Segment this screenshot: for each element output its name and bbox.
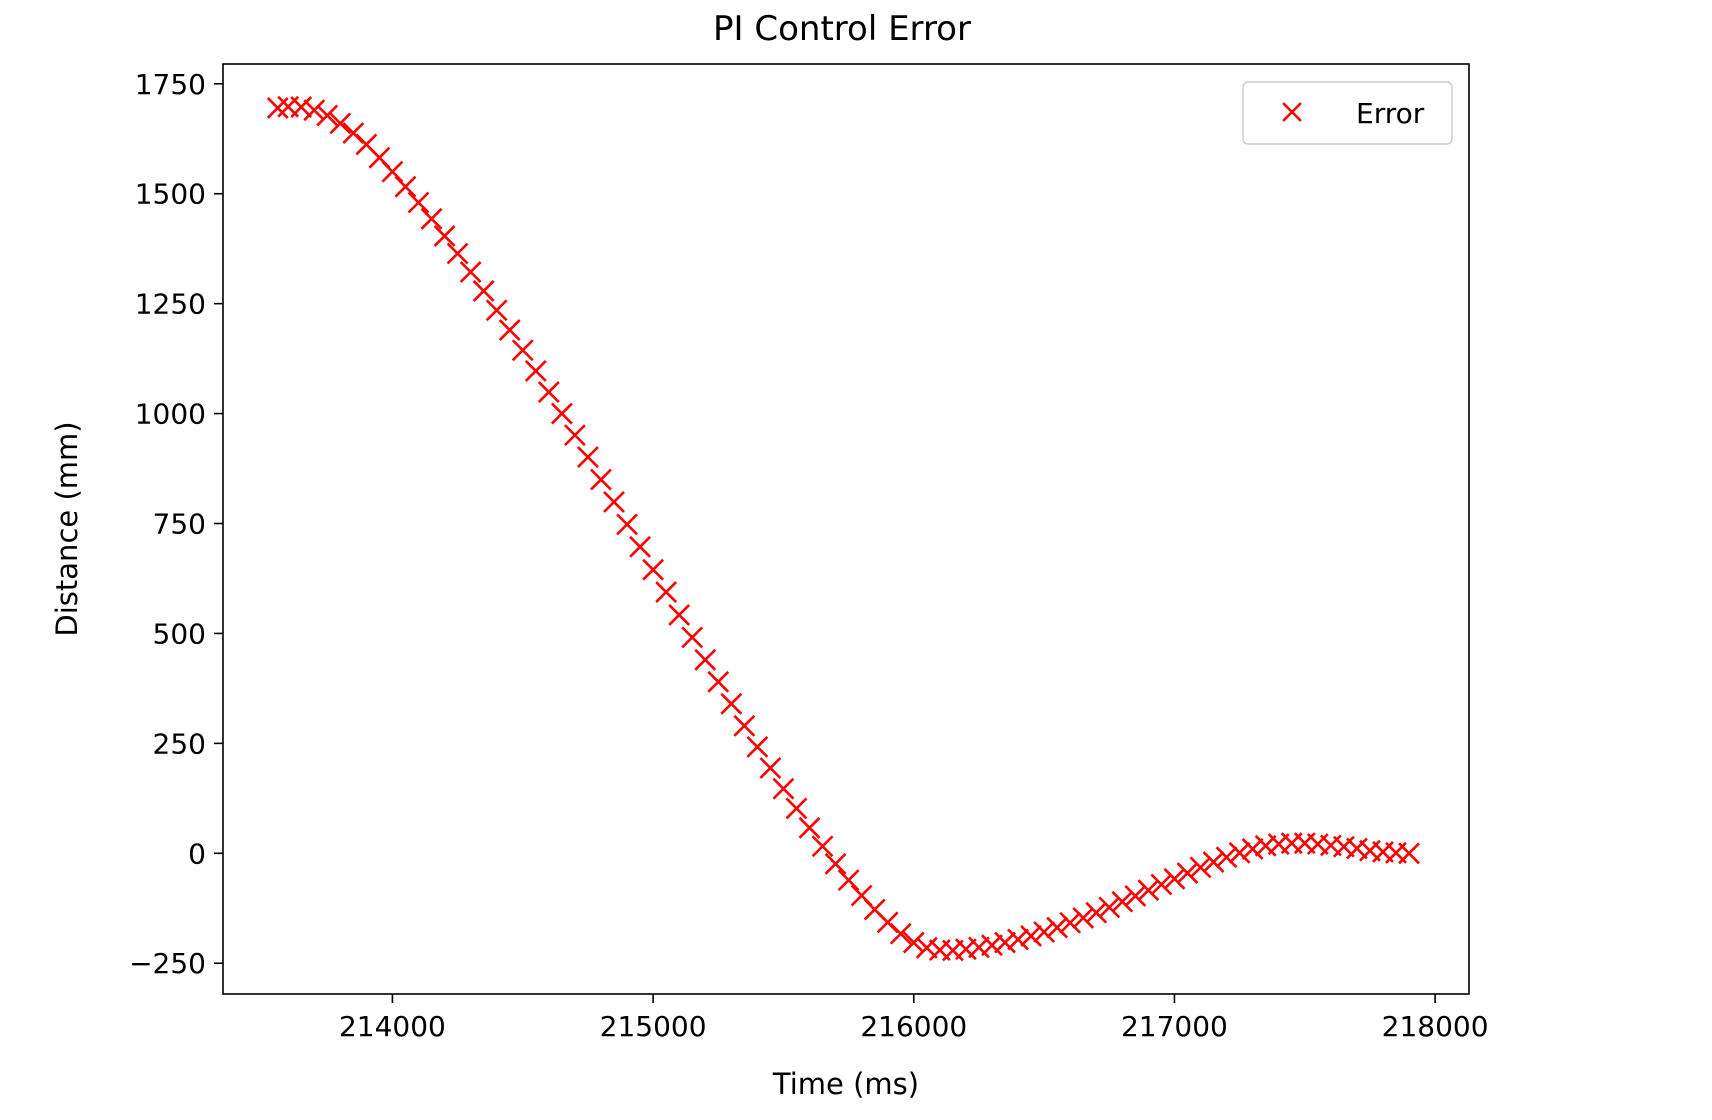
error-point bbox=[915, 936, 938, 959]
x-tick-label: 218000 bbox=[1382, 1010, 1489, 1043]
error-series bbox=[266, 95, 1420, 962]
y-tick-label: 1250 bbox=[135, 288, 206, 321]
error-point bbox=[537, 381, 560, 403]
error-point bbox=[824, 852, 847, 875]
error-point bbox=[498, 319, 521, 341]
error-point bbox=[759, 757, 782, 779]
error-point bbox=[1085, 901, 1108, 924]
legend: Error bbox=[1242, 81, 1453, 145]
error-point bbox=[381, 160, 404, 183]
error-point bbox=[655, 581, 678, 604]
x-axis-label: Time (ms) bbox=[772, 1067, 919, 1101]
legend-marker-x-icon bbox=[1282, 102, 1302, 122]
error-point bbox=[1228, 841, 1251, 864]
error-point bbox=[485, 299, 508, 322]
error-point bbox=[1124, 885, 1147, 907]
error-point bbox=[1176, 862, 1199, 884]
error-point bbox=[433, 225, 456, 247]
error-point bbox=[1150, 873, 1173, 896]
error-point bbox=[420, 207, 443, 230]
error-point bbox=[616, 513, 638, 536]
error-point bbox=[968, 936, 990, 959]
x-tick-label: 214000 bbox=[339, 1010, 446, 1043]
error-point bbox=[550, 402, 573, 425]
error-point bbox=[785, 797, 808, 820]
error-point bbox=[981, 934, 1003, 957]
error-point bbox=[303, 99, 326, 122]
error-point bbox=[707, 670, 730, 693]
y-axis: −250 0 250 500 750 1000 1250 1500 1750 bbox=[129, 68, 223, 980]
error-point bbox=[994, 931, 1016, 954]
error-point bbox=[681, 626, 704, 649]
error-point bbox=[746, 735, 769, 758]
error-point bbox=[590, 468, 612, 491]
y-tick-label: 1500 bbox=[135, 178, 206, 211]
y-tick-label: 0 bbox=[188, 837, 206, 870]
error-point bbox=[1007, 928, 1029, 951]
error-point bbox=[290, 96, 313, 119]
error-point bbox=[446, 242, 469, 265]
error-point bbox=[316, 104, 339, 127]
y-tick-label: 750 bbox=[153, 508, 206, 541]
error-point bbox=[1398, 842, 1420, 865]
error-point bbox=[629, 535, 651, 558]
error-point bbox=[524, 360, 547, 382]
error-point bbox=[772, 777, 795, 800]
error-point bbox=[1098, 896, 1121, 919]
x-tick-label: 215000 bbox=[600, 1010, 707, 1043]
chart-title: PI Control Error bbox=[713, 9, 971, 49]
error-point bbox=[1345, 837, 1368, 860]
error-point bbox=[1241, 837, 1264, 860]
error-point bbox=[1059, 911, 1082, 934]
error-point bbox=[394, 175, 417, 198]
y-tick-label: 1000 bbox=[135, 398, 206, 431]
error-point bbox=[603, 491, 625, 513]
error-point bbox=[668, 604, 691, 626]
error-point bbox=[407, 191, 430, 214]
error-point bbox=[459, 261, 482, 283]
legend-box bbox=[1242, 81, 1453, 145]
error-point bbox=[1020, 925, 1042, 947]
error-point bbox=[902, 931, 925, 954]
error-point bbox=[472, 279, 495, 302]
error-point bbox=[1189, 856, 1212, 879]
y-tick-label: 1750 bbox=[135, 68, 206, 101]
error-point bbox=[329, 112, 352, 135]
error-point bbox=[837, 869, 860, 892]
error-point bbox=[889, 922, 912, 945]
error-point bbox=[577, 446, 599, 469]
legend-label-error: Error bbox=[1356, 97, 1425, 130]
error-point bbox=[720, 692, 743, 715]
error-point bbox=[1111, 890, 1134, 913]
error-point bbox=[511, 339, 534, 362]
error-point bbox=[1033, 921, 1056, 943]
error-point bbox=[1137, 879, 1160, 902]
y-axis-label: Distance (mm) bbox=[50, 421, 84, 636]
error-point bbox=[811, 835, 834, 858]
error-point bbox=[1072, 907, 1095, 929]
error-point bbox=[798, 816, 821, 839]
error-point bbox=[642, 558, 665, 581]
error-point bbox=[694, 648, 717, 671]
y-tick-label: 250 bbox=[153, 727, 206, 760]
error-point bbox=[563, 424, 586, 447]
error-point bbox=[1163, 867, 1186, 890]
error-point bbox=[733, 714, 756, 737]
error-point bbox=[1215, 846, 1238, 869]
x-tick-label: 216000 bbox=[860, 1010, 967, 1043]
y-tick-label: −250 bbox=[129, 947, 206, 980]
error-point bbox=[1202, 851, 1225, 874]
plot-area bbox=[222, 63, 1470, 995]
error-point bbox=[1046, 916, 1069, 939]
x-tick-label: 217000 bbox=[1121, 1010, 1228, 1043]
y-tick-label: 500 bbox=[153, 617, 206, 650]
x-axis: 214000 215000 216000 217000 218000 bbox=[339, 994, 1489, 1043]
